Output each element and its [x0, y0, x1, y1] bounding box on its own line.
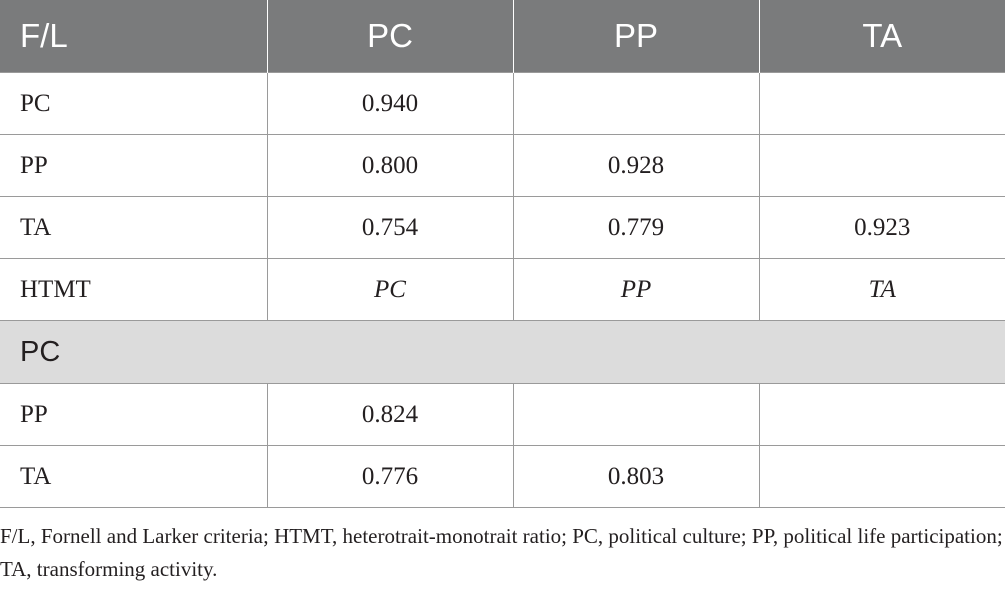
section-header-row: PC: [0, 320, 1005, 384]
row-label: PP: [0, 134, 268, 197]
table-cell: [758, 134, 1005, 197]
table-row: PP 0.800 0.928: [0, 134, 1005, 197]
table-row: TA 0.754 0.779 0.923: [0, 196, 1005, 259]
validity-table: F/L PC PP TA PC 0.940 PP 0.800 0.928 TA …: [0, 0, 1005, 508]
row-label: PC: [0, 72, 268, 135]
table-cell: 0.779: [512, 196, 760, 259]
table-cell: [758, 383, 1005, 446]
table-cell: PP: [512, 258, 760, 321]
table-cell: [512, 383, 760, 446]
table-row: TA 0.776 0.803: [0, 445, 1005, 508]
table-cell: 0.800: [266, 134, 514, 197]
header-ta: TA: [759, 0, 1005, 73]
section-label: PC: [0, 320, 1005, 384]
table-cell: 0.776: [266, 445, 514, 508]
table-cell: 0.940: [266, 72, 514, 135]
table-cell: [512, 72, 760, 135]
table-cell: 0.803: [512, 445, 760, 508]
header-pc: PC: [267, 0, 514, 73]
table-cell: 0.928: [512, 134, 760, 197]
table-footnote: F/L, Fornell and Larker criteria; HTMT, …: [0, 524, 1003, 581]
table-row: PP 0.824: [0, 383, 1005, 446]
row-label: PP: [0, 383, 268, 446]
table-row: HTMT PC PP TA: [0, 258, 1005, 321]
table-cell: [758, 445, 1005, 508]
table-cell: 0.923: [758, 196, 1005, 259]
row-label: TA: [0, 196, 268, 259]
table-cell: [758, 72, 1005, 135]
correlation-table-container: F/L PC PP TA PC 0.940 PP 0.800 0.928 TA …: [0, 0, 1005, 508]
row-label: TA: [0, 445, 268, 508]
table-row: PC 0.940: [0, 72, 1005, 135]
table-cell: PC: [266, 258, 514, 321]
table-cell: 0.754: [266, 196, 514, 259]
row-label: HTMT: [0, 258, 268, 321]
header-pp: PP: [513, 0, 760, 73]
header-fl: F/L: [0, 0, 268, 73]
table-cell: 0.824: [266, 383, 514, 446]
table-cell: TA: [758, 258, 1005, 321]
header-row: F/L PC PP TA: [0, 0, 1005, 73]
